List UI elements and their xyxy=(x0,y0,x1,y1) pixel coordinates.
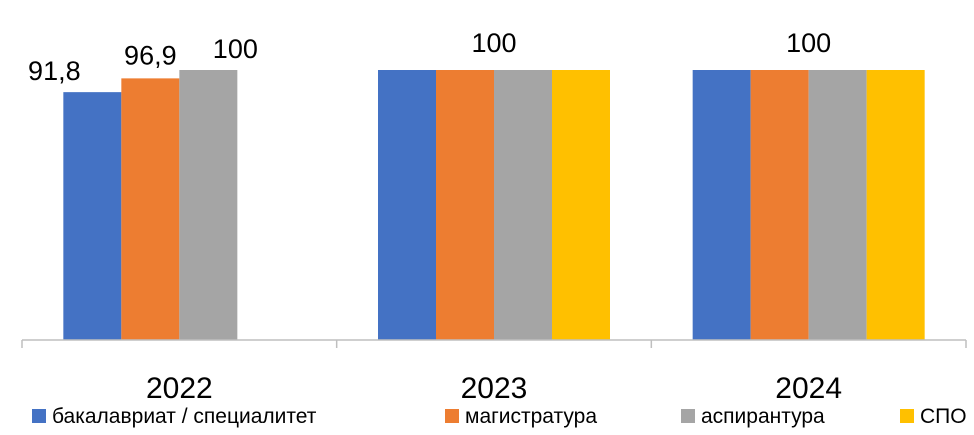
category-label-2022: 2022 xyxy=(146,372,213,405)
legend-label-4: СПО xyxy=(920,405,967,428)
legend-label-1: бакалавриат / специалитет xyxy=(52,405,317,428)
legend-swatch-4 xyxy=(900,409,914,423)
bar-2024-3 xyxy=(808,70,867,340)
bar-2024-1 xyxy=(692,70,751,340)
category-label-2024: 2024 xyxy=(775,372,842,405)
data-label-2022-0: 91,8 xyxy=(28,56,81,86)
bar-2024-2 xyxy=(750,70,809,340)
legend: бакалавриат / специалитет магистратура асп… xyxy=(32,405,967,428)
bar-2023-4 xyxy=(552,70,610,340)
bar-2024-4 xyxy=(866,70,925,340)
data-label-2024-4: 100 xyxy=(786,28,831,58)
data-label-2022-2: 100 xyxy=(213,34,258,64)
legend-label-2: магистратура xyxy=(465,405,597,428)
bar-2022-3 xyxy=(179,70,238,340)
bar-2023-1 xyxy=(378,70,436,340)
bar-2023-3 xyxy=(494,70,552,340)
legend-swatch-1 xyxy=(32,409,46,423)
x-axis: 2022 2023 2024 xyxy=(21,339,967,405)
category-label-2023: 2023 xyxy=(461,372,528,405)
bar-2022-2 xyxy=(121,78,180,341)
legend-swatch-2 xyxy=(445,409,459,423)
legend-swatch-3 xyxy=(681,409,695,423)
legend-label-3: аспирантура xyxy=(701,405,825,428)
bar-2023-2 xyxy=(436,70,494,340)
data-label-2023-3: 100 xyxy=(471,28,516,58)
data-label-2022-1: 96,9 xyxy=(124,40,177,70)
data-labels-layer: 91,8 96,9 100 100 100 xyxy=(28,28,831,86)
bars-layer xyxy=(63,70,925,341)
bar-2022-1 xyxy=(63,92,122,340)
